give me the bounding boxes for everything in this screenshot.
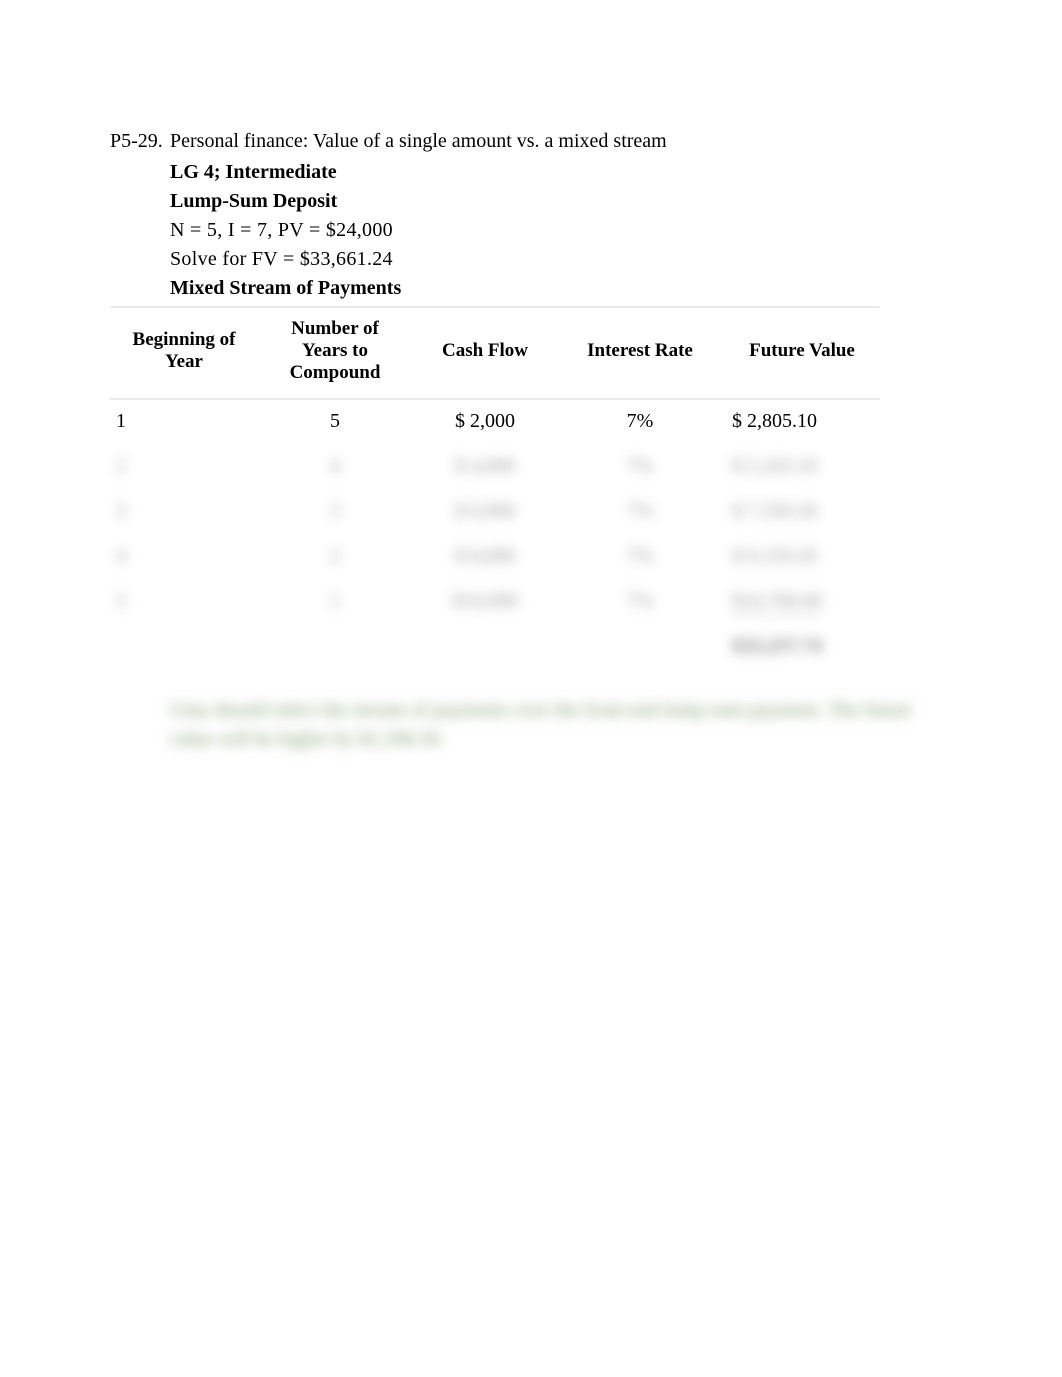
cell-year: 5 bbox=[110, 580, 260, 625]
table-row: 42$ 8,0007%$ 9,159.20 bbox=[110, 535, 880, 580]
problem-number: P5-29. bbox=[110, 130, 170, 153]
cell-future-value: $ 2,805.10 bbox=[720, 400, 880, 445]
cell-future-value: $ 5,243.18 bbox=[720, 445, 880, 490]
cell-cash-flow: $10,000 bbox=[410, 580, 560, 625]
col-header-fv: Future Value bbox=[720, 308, 880, 398]
cell-cash-flow: $ 2,000 bbox=[410, 400, 560, 445]
cell-cash-flow: $ 4,000 bbox=[410, 445, 560, 490]
col-header-year: Beginning of Year bbox=[110, 308, 260, 398]
cell-years-compound: 2 bbox=[260, 535, 410, 580]
cell-interest-rate: 7% bbox=[560, 580, 720, 625]
mixed-heading: Mixed Stream of Payments bbox=[170, 277, 982, 300]
col-header-ny: Number of Years to Compound bbox=[260, 308, 410, 398]
cell-future-value: $10,700.00 bbox=[720, 580, 880, 625]
cell-total-fv: $35,257.74 bbox=[720, 625, 880, 670]
table-header-row: Beginning of Year Number of Years to Com… bbox=[110, 308, 880, 398]
problem-title: Personal finance: Value of a single amou… bbox=[170, 130, 667, 153]
table-row: 24$ 4,0007%$ 5,243.18 bbox=[110, 445, 880, 490]
cell-years-compound: 5 bbox=[260, 400, 410, 445]
footer-note: Gina should select the stream of payment… bbox=[170, 696, 950, 754]
content-block: LG 4; Intermediate Lump-Sum Deposit N = … bbox=[170, 161, 982, 300]
table-row: 33$ 6,0007%$ 7,350.26 bbox=[110, 490, 880, 535]
problem-heading: P5-29. Personal finance: Value of a sing… bbox=[110, 130, 982, 153]
table-total-row: $35,257.74 bbox=[110, 625, 880, 670]
table-wrapper: Beginning of Year Number of Years to Com… bbox=[110, 306, 880, 670]
cell-year: 4 bbox=[110, 535, 260, 580]
cell-years-compound: 4 bbox=[260, 445, 410, 490]
cell-interest-rate: 7% bbox=[560, 400, 720, 445]
col-header-cf: Cash Flow bbox=[410, 308, 560, 398]
cell-years-compound: 3 bbox=[260, 490, 410, 535]
cell-interest-rate: 7% bbox=[560, 490, 720, 535]
cell-interest-rate: 7% bbox=[560, 535, 720, 580]
inputs-line: N = 5, I = 7, PV = $24,000 bbox=[170, 219, 982, 242]
table-row: 15$ 2,0007%$ 2,805.10 bbox=[110, 400, 880, 445]
col-header-ir: Interest Rate bbox=[560, 308, 720, 398]
table-row: 51$10,0007%$10,700.00 bbox=[110, 580, 880, 625]
cell-future-value: $ 9,159.20 bbox=[720, 535, 880, 580]
solve-line: Solve for FV = $33,661.24 bbox=[170, 248, 982, 271]
cell-future-value: $ 7,350.26 bbox=[720, 490, 880, 535]
cell-cash-flow: $ 8,000 bbox=[410, 535, 560, 580]
payments-table: Beginning of Year Number of Years to Com… bbox=[110, 308, 880, 670]
cell-year: 2 bbox=[110, 445, 260, 490]
cell-years-compound: 1 bbox=[260, 580, 410, 625]
cell-year: 3 bbox=[110, 490, 260, 535]
cell-interest-rate: 7% bbox=[560, 445, 720, 490]
cell-year: 1 bbox=[110, 400, 260, 445]
lump-sum-heading: Lump-Sum Deposit bbox=[170, 190, 982, 213]
cell-cash-flow: $ 6,000 bbox=[410, 490, 560, 535]
lg-heading: LG 4; Intermediate bbox=[170, 161, 982, 184]
